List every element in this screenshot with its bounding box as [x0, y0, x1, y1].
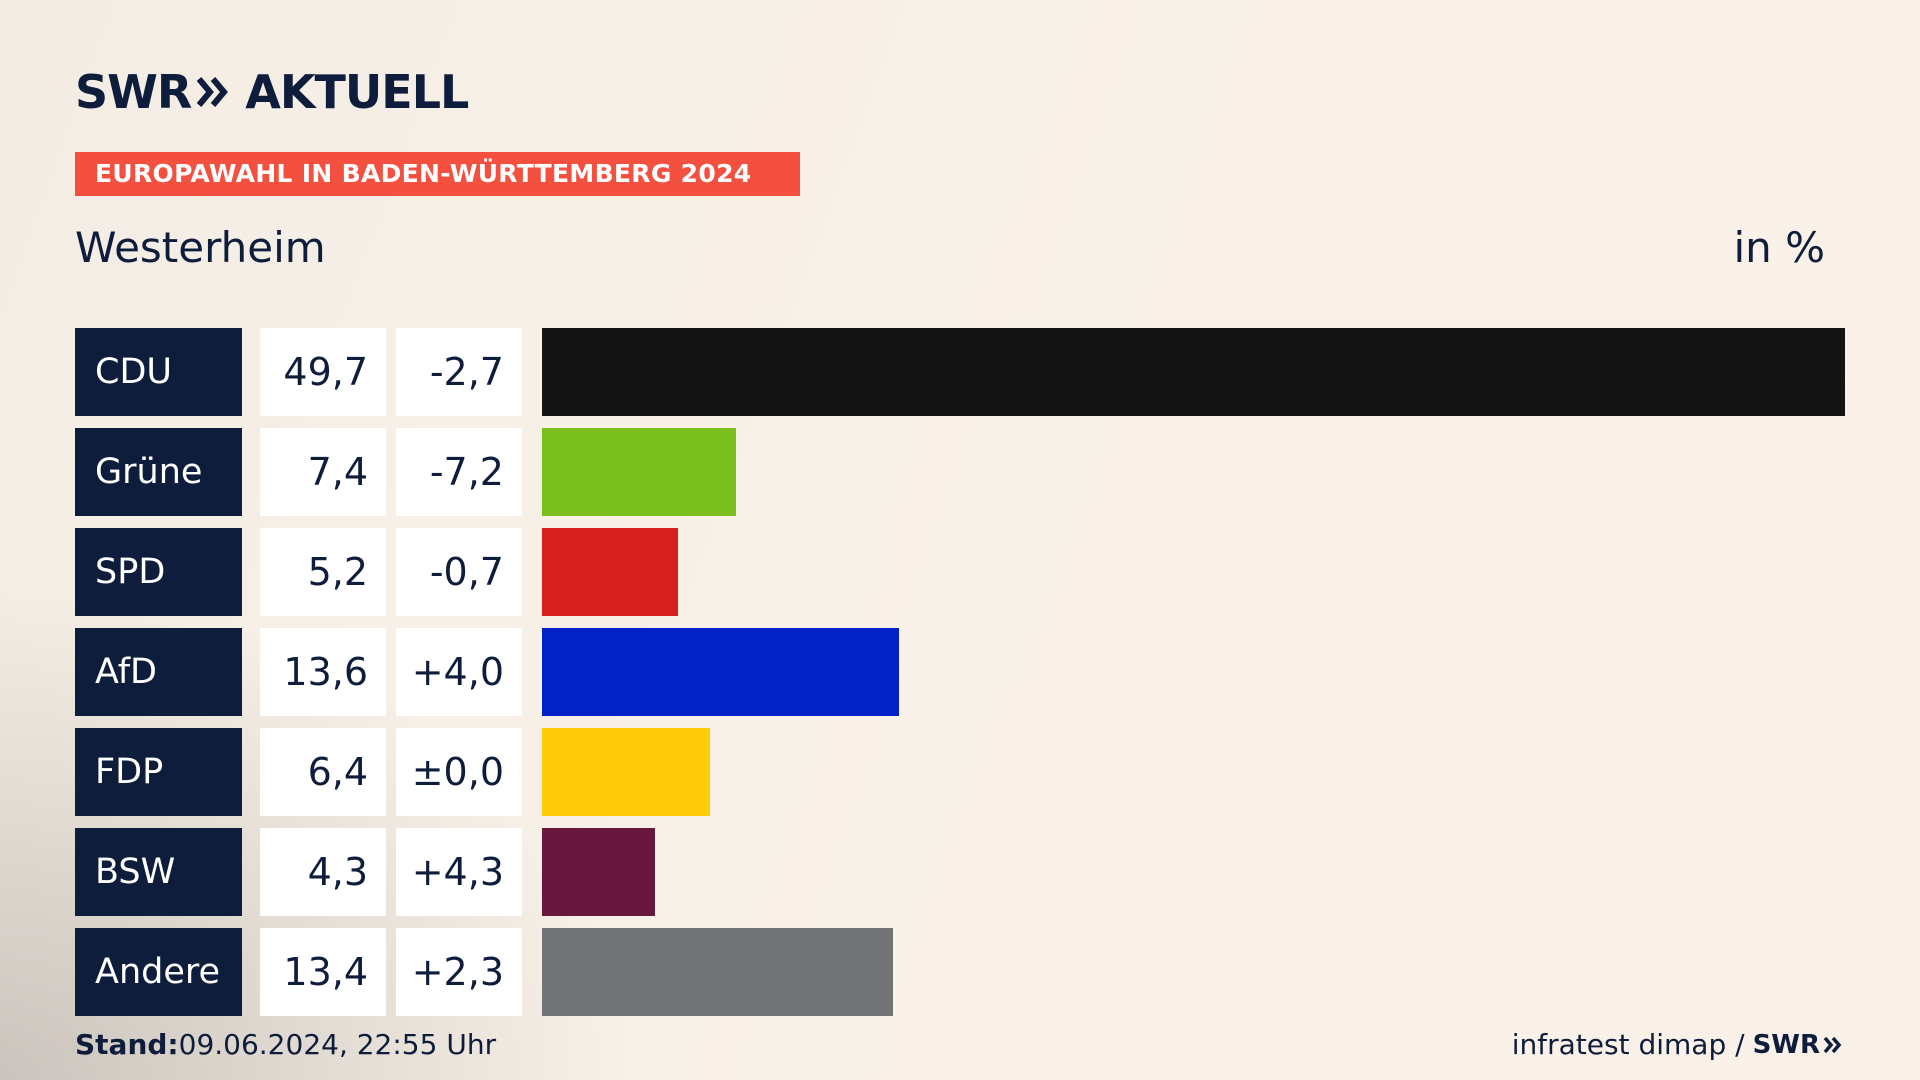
vote-share-value: 4,3	[260, 828, 386, 916]
source-credit: infratest dimap / SWR	[1512, 1028, 1843, 1061]
double-chevron-right-icon	[195, 74, 231, 110]
small-double-chevron-icon	[1823, 1036, 1842, 1053]
result-row-bsw: BSW 4,3 +4,3	[0, 828, 1920, 916]
swr-small-logo: SWR	[1753, 1030, 1843, 1060]
result-row-fdp: FDP 6,4 ±0,0	[0, 728, 1920, 816]
bar-grüne	[542, 428, 736, 516]
stand-value: 09.06.2024, 22:55 Uhr	[178, 1028, 497, 1061]
vote-change-value: -0,7	[396, 528, 522, 616]
election-banner: EUROPAWAHL IN BADEN-WÜRTTEMBERG 2024	[75, 152, 800, 196]
vote-share-value: 5,2	[260, 528, 386, 616]
vote-share-value: 13,4	[260, 928, 386, 1016]
bar-spd	[542, 528, 678, 616]
timestamp: Stand:09.06.2024, 22:55 Uhr	[75, 1028, 496, 1061]
small-logo-text: SWR	[1752, 1029, 1820, 1060]
stand-label: Stand:	[75, 1028, 179, 1061]
bar-afd	[542, 628, 899, 716]
party-label: SPD	[75, 528, 242, 616]
vote-share-value: 13,6	[260, 628, 386, 716]
bar-bsw	[542, 828, 655, 916]
party-label: CDU	[75, 328, 242, 416]
vote-change-value: +4,3	[396, 828, 522, 916]
vote-change-value: -2,7	[396, 328, 522, 416]
vote-share-value: 7,4	[260, 428, 386, 516]
vote-change-value: ±0,0	[396, 728, 522, 816]
bar-andere	[542, 928, 893, 1016]
logo-text: SWR	[75, 65, 192, 119]
result-row-afd: AfD 13,6 +4,0	[0, 628, 1920, 716]
region-title: Westerheim	[75, 223, 326, 272]
party-label: BSW	[75, 828, 242, 916]
vote-share-value: 49,7	[260, 328, 386, 416]
party-label: Grüne	[75, 428, 242, 516]
vote-change-value: +2,3	[396, 928, 522, 1016]
logo-suffix: AKTUELL	[245, 65, 469, 119]
unit-label: in %	[1733, 223, 1825, 272]
source-text: infratest dimap /	[1511, 1028, 1745, 1061]
vote-change-value: -7,2	[396, 428, 522, 516]
result-row-spd: SPD 5,2 -0,7	[0, 528, 1920, 616]
result-row-andere: Andere 13,4 +2,3	[0, 928, 1920, 1016]
party-label: AfD	[75, 628, 242, 716]
vote-share-value: 6,4	[260, 728, 386, 816]
bar-cdu	[542, 328, 1845, 416]
party-label: Andere	[75, 928, 242, 1016]
vote-change-value: +4,0	[396, 628, 522, 716]
result-row-grüne: Grüne 7,4 -7,2	[0, 428, 1920, 516]
result-row-cdu: CDU 49,7 -2,7	[0, 328, 1920, 416]
bar-fdp	[542, 728, 710, 816]
party-label: FDP	[75, 728, 242, 816]
swr-aktuell-logo: SWR AKTUELL	[75, 62, 469, 122]
